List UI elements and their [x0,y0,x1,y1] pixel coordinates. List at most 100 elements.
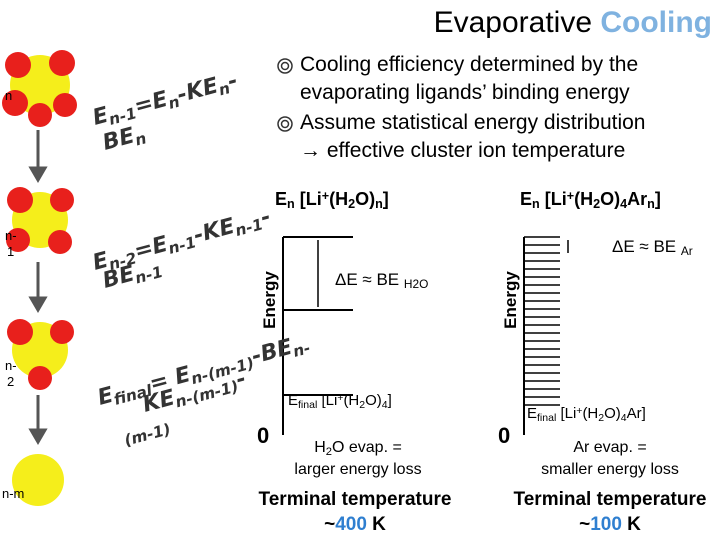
rich-text: H2O evap. = [314,439,402,458]
rich-text: smaller energy loss [541,461,679,478]
text-segment: n [647,197,655,211]
text-segment: E [95,383,116,411]
text-segment: [Li [295,189,322,209]
cluster-label-line: 2 [7,374,14,389]
rich-text: Efinal [Li+(H2O)4] [288,392,392,411]
temp-prefix: ~ [324,514,335,535]
text-segment: + [337,392,343,404]
text-segment: ] [655,189,661,209]
cluster-label: n-m [2,486,24,501]
temp-unit: K [622,514,641,535]
text-segment: 2 [593,197,600,211]
text-segment: [Li [317,392,337,409]
text-segment: E [527,405,537,422]
text-segment: + [567,189,574,203]
text-segment: -KE [191,214,237,249]
text-segment: ] [383,189,389,209]
terminal-label: Terminal temperature [259,489,452,510]
text-segment: Ar [627,189,647,209]
text-segment: E [90,248,111,276]
text-segment: H2O [404,277,428,291]
text-segment: n [287,197,295,211]
text-segment: Ar evap. = [573,439,646,456]
zero-label: 0 [257,423,269,448]
rich-text: En [Li+(H2O)4Arn] [520,189,661,211]
equation-line: (m-1) [122,420,172,450]
text-segment: E [90,103,111,131]
bullet-line: Cooling efficiency determined by the [300,53,638,76]
text-segment: Ar] [627,405,646,422]
text-segment: =E [132,87,171,120]
bullet-line: → effective cluster ion temperature [300,139,625,162]
cluster-label: n-2 [5,358,17,389]
text-segment: 4 [620,197,627,211]
text-segment: Ar [681,244,693,258]
text-segment: E [275,189,287,209]
panel-lines [282,237,525,435]
text-segment: + [576,405,582,417]
text-segment: (H [574,189,593,209]
text-segment: n [532,197,540,211]
cluster-label-line: n- [5,228,17,243]
text-segment: smaller energy loss [541,461,679,478]
temp-value: 400 [335,514,367,535]
terminal-label: Terminal temperature [514,489,707,510]
rich-text: En [Li+(H2O)n] [275,189,389,211]
text-segment: (H [343,392,359,409]
clusters [2,50,77,506]
title-accent: Cooling [600,6,712,39]
text-segment: =E [132,232,171,265]
equation-line: En-1=En-KEn- [90,68,241,132]
cluster-label: n-1 [5,228,17,259]
temp-prefix: ~ [579,514,590,535]
text-segment: E [520,189,532,209]
cluster-label-line: n- [5,358,17,373]
bullet-text: Cooling efficiency determined by the evap… [300,53,638,104]
dynamic-layer: Cooling efficiency determined by the evap… [2,53,706,535]
text-segment: (H [582,405,598,422]
text-segment: 2 [359,399,365,411]
text-segment: O) [604,405,621,422]
text-segment: ΔE ≈ BE [335,270,404,289]
text-segment: ] [388,392,392,409]
zero-label: 0 [498,423,510,448]
rich-text: ΔE ≈ BE H2O [335,270,428,291]
text-segment: -BE [249,335,295,370]
text-segment: n- [291,339,312,361]
text-segment: final [298,399,317,411]
text-segment: 2 [598,412,604,424]
text-segment: -KE [175,73,221,108]
text-segment: + [322,189,329,203]
bullet-line: Assume statistical energy distribution [300,111,646,134]
text-segment: (H [329,189,348,209]
text-segment: ΔE ≈ BE [612,237,681,256]
text-segment: O) [365,392,382,409]
text-segment: 2 [348,197,355,211]
text-segment: H [314,439,326,456]
bullet-text: Assume statistical energy distribution → … [300,111,646,162]
text-segment: n-1 [233,215,265,240]
axis-label: Energy [501,271,520,329]
bullet-icons [277,58,293,132]
text-segment: n [166,92,181,112]
rich-text: ΔE ≈ BE Ar [612,237,693,258]
terminal-temp: ~400 K [324,514,386,535]
text-segment: n-1 [166,233,198,258]
text-segment: larger energy loss [294,461,421,478]
rich-text: En-1=En-KEn- [90,68,241,132]
text-segment: 2 [326,446,332,458]
text-segment: n [217,79,232,99]
text-segment: [Li [556,405,576,422]
temp-value: 100 [590,514,622,535]
axis-label-group: Energy [260,271,279,329]
text-segment: (m-1) [122,420,172,450]
text-segment: O evap. = [332,439,402,456]
text-segment: 4 [621,412,627,424]
temp-unit: K [367,514,386,535]
text-segment: final [537,412,556,424]
slide-title: Evaporative Cooling [434,6,712,39]
text-segment: O) [355,189,375,209]
rich-text: larger energy loss [294,461,421,478]
text-segment: n [133,129,148,149]
